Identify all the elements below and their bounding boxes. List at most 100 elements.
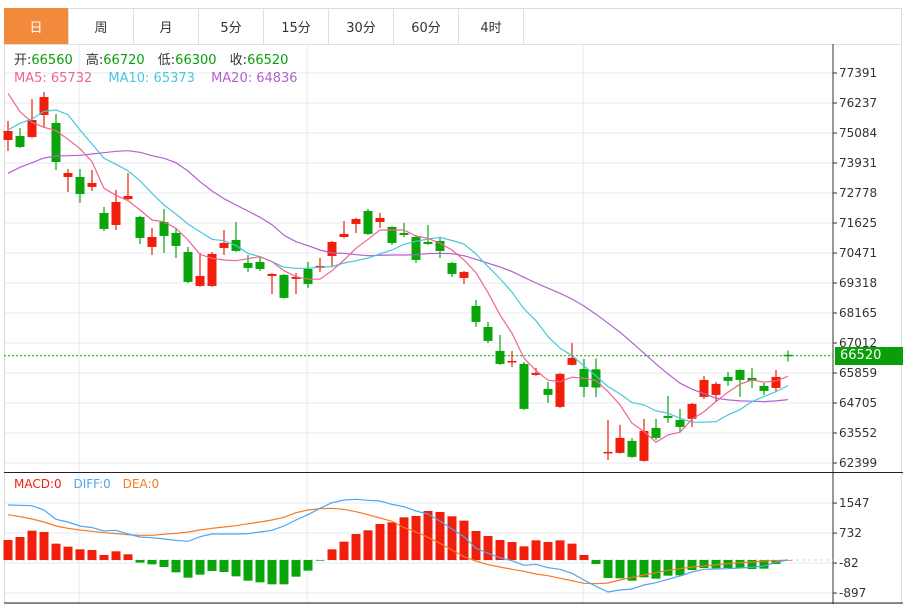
tab-5[interactable]: 30分 [329,8,394,44]
candle-body [435,240,445,251]
low-value: 66300 [175,53,217,68]
price-tick-label: 77391 [839,66,877,80]
macd-tick-label: -82 [839,556,859,570]
macd-bar [183,560,193,578]
price-tick-label: 68165 [839,306,877,320]
candle-body [771,376,781,388]
last-price-label: 66520 [835,347,903,365]
price-tick-label: 67012 [839,336,877,350]
macd-bar [459,520,469,560]
open-label: 开: [14,53,32,68]
tab-7[interactable]: 4时 [459,8,524,44]
candle-body [531,372,541,375]
candle-body [207,253,217,286]
price-tick-label: 63552 [839,426,877,440]
price-tick-label: 76237 [839,96,877,110]
candle-body [387,226,397,243]
candle-body [495,350,505,364]
candle-body [519,363,529,409]
price-tick-label: 64705 [839,396,877,410]
candle-body [591,369,601,388]
candle-body [471,305,481,322]
candle-body [675,419,685,427]
high-label: 高: [85,53,104,68]
macd-bar [675,560,685,576]
candle-body [339,233,349,237]
macd-bar [315,560,325,561]
ma5-line [7,92,789,443]
macd-bar [423,511,433,560]
macd-bar [543,542,553,560]
macd-tick-label: 732 [839,526,862,540]
candle-body [447,262,457,274]
candle-body [219,242,229,248]
candle-body [291,276,301,279]
macd-bar [267,560,277,585]
macd-bar [627,560,637,581]
candle-body [399,232,409,235]
macd-legend: MACD:0 DIFF:0 DEA:0 [14,477,167,491]
macd-bar [27,530,37,560]
macd-bar [483,536,493,560]
price-tick-label: 72778 [839,186,877,200]
close-value: 66520 [247,53,289,68]
candle-body [459,271,469,278]
macd-bar [411,515,421,560]
candle-body [615,437,625,453]
period-tabs: 日周月 5分 15分 30分 60分 4时 [4,8,902,45]
candle-body [87,182,97,187]
macd-bar [603,560,613,578]
price-tick-label: 65859 [839,366,877,380]
macd-bar [219,560,229,572]
ma-legend: MA5: 65732 MA10: 65373 MA20: 64836 [14,70,310,88]
candle-body [375,217,385,222]
candle-body [3,130,13,140]
tab-6[interactable]: 60分 [394,8,459,44]
candle-body [687,403,697,419]
candle-body [279,274,289,298]
tab-4[interactable]: 15分 [264,8,329,44]
macd-bar [3,540,13,560]
price-tick-label: 69318 [839,276,877,290]
candle-body [123,195,133,199]
ma10-line [7,109,789,423]
candle-body [663,415,673,418]
macd-bar [255,560,265,583]
tab-2[interactable]: 月 [134,8,199,44]
macd-tick-label: -897 [839,586,866,600]
tab-3[interactable]: 5分 [199,8,264,44]
macd-bar [471,530,481,560]
ma20-legend: MA20: 64836 [211,71,298,86]
candle-body [147,236,157,247]
macd-bar [615,560,625,579]
candle-body [195,275,205,286]
macd-bar [399,517,409,560]
candle-body [63,172,73,177]
tab-0[interactable]: 日 [4,8,69,44]
candle-body [627,440,637,457]
candle-body [639,430,649,461]
macd-bar [651,560,661,579]
ma20-line [7,150,789,403]
ma5-legend: MA5: 65732 [14,71,93,86]
price-tick-label: 71625 [839,216,877,230]
macd-bar [39,531,49,560]
candle-body [411,236,421,260]
candle-body [27,120,37,137]
candle-body [99,212,109,229]
tab-1[interactable]: 周 [69,8,134,44]
macd-bar [63,546,73,560]
macd-bar [207,560,217,572]
macd-bar [339,541,349,560]
candle-body [111,201,121,225]
macd-bar [327,549,337,560]
candle-body [735,369,745,380]
low-label: 低: [157,53,176,68]
macd-bar [555,540,565,560]
macd-legend-dea: DEA:0 [122,477,160,491]
macd-bar [747,560,757,570]
candle-body [699,379,709,397]
macd-bar [363,530,373,560]
macd-bar [15,536,25,560]
